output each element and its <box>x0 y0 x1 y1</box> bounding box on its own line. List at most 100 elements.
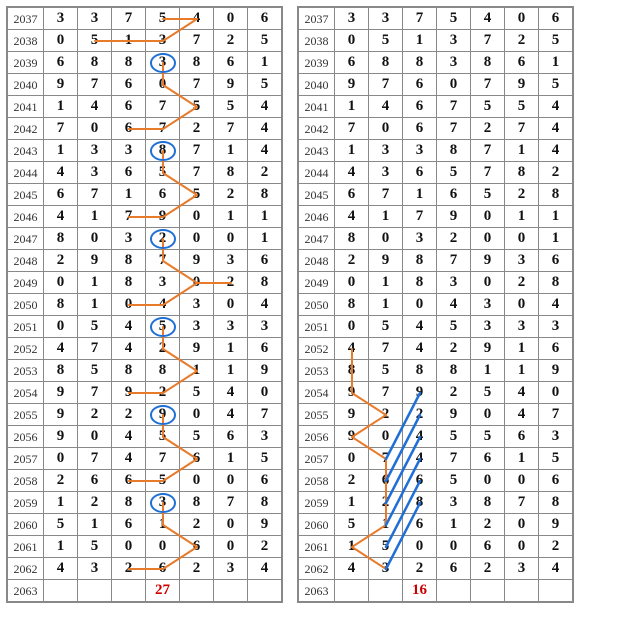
digit-cell: 4 <box>471 8 505 30</box>
table-row: 20409760795 <box>299 74 573 96</box>
digit-cell: 1 <box>369 272 403 294</box>
empty-cell <box>505 580 539 602</box>
digit-cell: 2 <box>369 404 403 426</box>
digit-cell: 2 <box>539 162 573 184</box>
digit-cell: 0 <box>44 316 78 338</box>
digit-cell: 9 <box>505 74 539 96</box>
digit-cell: 2 <box>471 558 505 580</box>
row-index: 2062 <box>299 558 335 580</box>
digit-cell: 3 <box>437 492 471 514</box>
digit-cell: 7 <box>403 206 437 228</box>
digit-cell: 1 <box>248 52 282 74</box>
table-row: 20569045563 <box>299 426 573 448</box>
table-row: 20380513725 <box>8 30 282 52</box>
digit-cell: 0 <box>369 228 403 250</box>
digit-cell: 7 <box>180 162 214 184</box>
digit-cell: 4 <box>248 140 282 162</box>
digit-cell: 3 <box>78 558 112 580</box>
digit-cell: 9 <box>437 404 471 426</box>
row-index: 2038 <box>299 30 335 52</box>
digit-cell: 9 <box>44 74 78 96</box>
left-table: 2037337540620380513725203968838612040976… <box>7 7 282 602</box>
digit-cell: 7 <box>78 448 112 470</box>
digit-cell: 3 <box>248 316 282 338</box>
digit-cell: 8 <box>214 162 248 184</box>
digit-cell: 6 <box>539 250 573 272</box>
digit-cell: 1 <box>214 206 248 228</box>
empty-cell <box>539 580 573 602</box>
digit-cell: 2 <box>112 404 146 426</box>
digit-cell: 7 <box>214 118 248 140</box>
digit-cell: 8 <box>44 294 78 316</box>
digit-cell: 2 <box>248 536 282 558</box>
table-row: 20456716528 <box>8 184 282 206</box>
digit-cell: 2 <box>539 536 573 558</box>
digit-cell: 1 <box>335 140 369 162</box>
digit-cell: 6 <box>112 162 146 184</box>
row-index: 2042 <box>299 118 335 140</box>
digit-cell: 0 <box>214 8 248 30</box>
table-row: 20624326234 <box>8 558 282 580</box>
digit-cell: 2 <box>403 558 437 580</box>
row-index: 2052 <box>299 338 335 360</box>
digit-cell: 2 <box>505 30 539 52</box>
digit-cell: 1 <box>248 228 282 250</box>
digit-cell: 7 <box>146 118 180 140</box>
table-row: 20605161209 <box>8 514 282 536</box>
digit-cell: 5 <box>78 316 112 338</box>
digit-cell: 3 <box>539 316 573 338</box>
row-index: 2059 <box>299 492 335 514</box>
digit-cell: 6 <box>505 426 539 448</box>
row-index: 2046 <box>8 206 44 228</box>
digit-cell: 3 <box>180 316 214 338</box>
digit-cell: 0 <box>471 228 505 250</box>
row-index: 2048 <box>299 250 335 272</box>
digit-cell: 0 <box>112 294 146 316</box>
empty-cell <box>248 580 282 602</box>
digit-cell: 2 <box>146 228 180 250</box>
digit-cell: 1 <box>471 360 505 382</box>
digit-cell: 8 <box>471 52 505 74</box>
digit-cell: 7 <box>369 448 403 470</box>
digit-cell: 2 <box>471 514 505 536</box>
row-index: 2058 <box>8 470 44 492</box>
digit-cell: 3 <box>369 558 403 580</box>
table-row: 20569045563 <box>8 426 282 448</box>
digit-cell: 9 <box>214 74 248 96</box>
digit-cell: 2 <box>78 404 112 426</box>
digit-cell: 8 <box>78 52 112 74</box>
digit-cell: 8 <box>146 140 180 162</box>
digit-cell: 8 <box>180 52 214 74</box>
digit-cell: 8 <box>539 184 573 206</box>
digit-cell: 6 <box>437 558 471 580</box>
table-row: 20611500602 <box>299 536 573 558</box>
row-index: 2056 <box>8 426 44 448</box>
row-index: 2047 <box>299 228 335 250</box>
digit-cell: 5 <box>437 316 471 338</box>
digit-cell: 0 <box>180 228 214 250</box>
digit-cell: 4 <box>369 96 403 118</box>
digit-cell: 3 <box>146 52 180 74</box>
digit-cell: 7 <box>248 404 282 426</box>
digit-cell: 4 <box>248 118 282 140</box>
digit-cell: 8 <box>180 492 214 514</box>
digit-cell: 8 <box>335 294 369 316</box>
row-index: 2057 <box>299 448 335 470</box>
digit-cell: 4 <box>539 140 573 162</box>
empty-cell <box>437 580 471 602</box>
digit-cell: 8 <box>505 162 539 184</box>
digit-cell: 7 <box>180 140 214 162</box>
digit-cell: 3 <box>403 140 437 162</box>
digit-cell: 4 <box>146 294 180 316</box>
digit-cell: 2 <box>214 30 248 52</box>
digit-cell: 4 <box>44 558 78 580</box>
empty-cell <box>78 580 112 602</box>
digit-cell: 2 <box>437 338 471 360</box>
empty-cell <box>180 580 214 602</box>
row-index: 2063 <box>8 580 44 602</box>
digit-cell: 0 <box>505 228 539 250</box>
digit-cell: 0 <box>180 272 214 294</box>
digit-cell: 7 <box>214 492 248 514</box>
digit-cell: 7 <box>471 74 505 96</box>
digit-cell: 4 <box>403 448 437 470</box>
